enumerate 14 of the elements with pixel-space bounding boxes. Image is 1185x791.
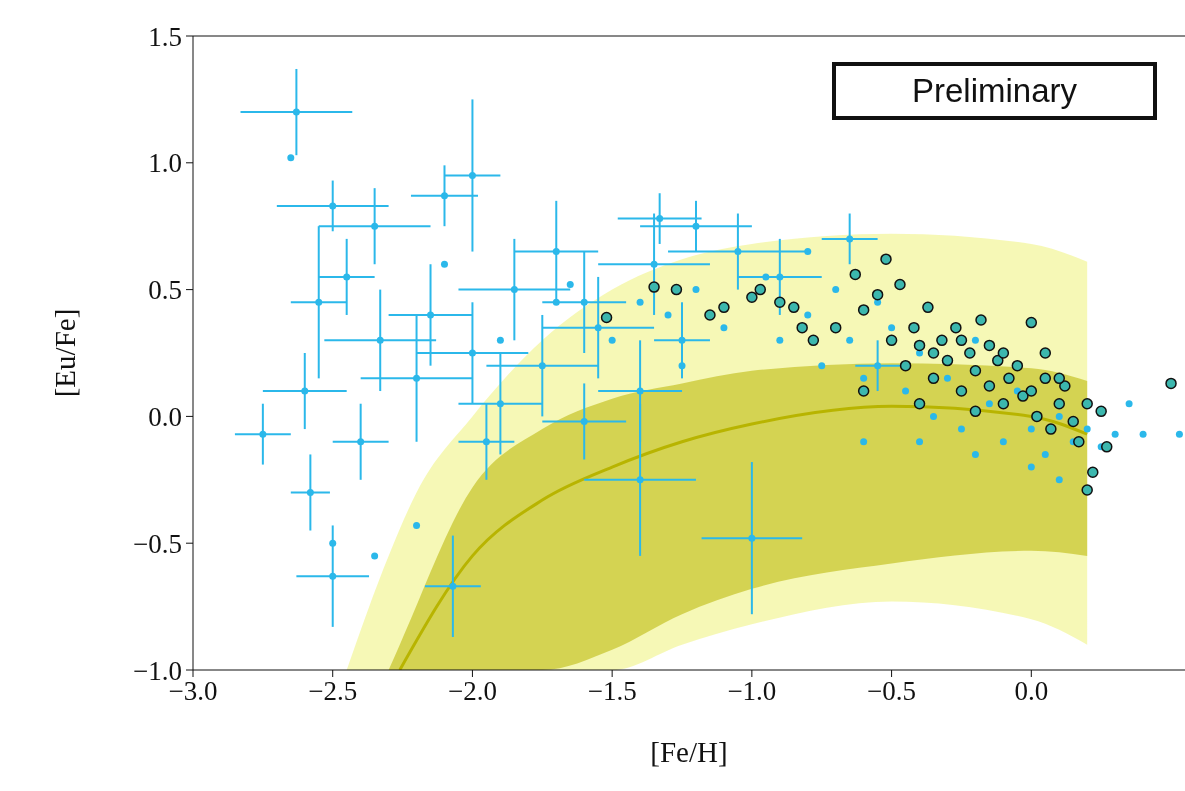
y-tick-label: 0.5 — [148, 275, 182, 306]
x-tick-label: −2.5 — [308, 676, 358, 707]
y-axis-title: [Eu/Fe] — [49, 308, 82, 398]
x-tick-label: −0.5 — [867, 676, 917, 707]
y-tick-label: 1.5 — [148, 21, 182, 52]
y-tick-label: 1.0 — [148, 148, 182, 179]
x-tick-label: −2.0 — [447, 676, 497, 707]
y-tick-label: −0.5 — [133, 528, 182, 559]
x-axis-title: [Fe/H] — [650, 736, 728, 768]
x-tick-label: 0.0 — [1014, 676, 1049, 707]
annotation: Preliminary — [831, 62, 1157, 120]
x-tick-label: −1.0 — [727, 676, 777, 707]
y-tick-label: 0.0 — [148, 401, 182, 432]
x-tick-label: −1.5 — [587, 676, 637, 707]
